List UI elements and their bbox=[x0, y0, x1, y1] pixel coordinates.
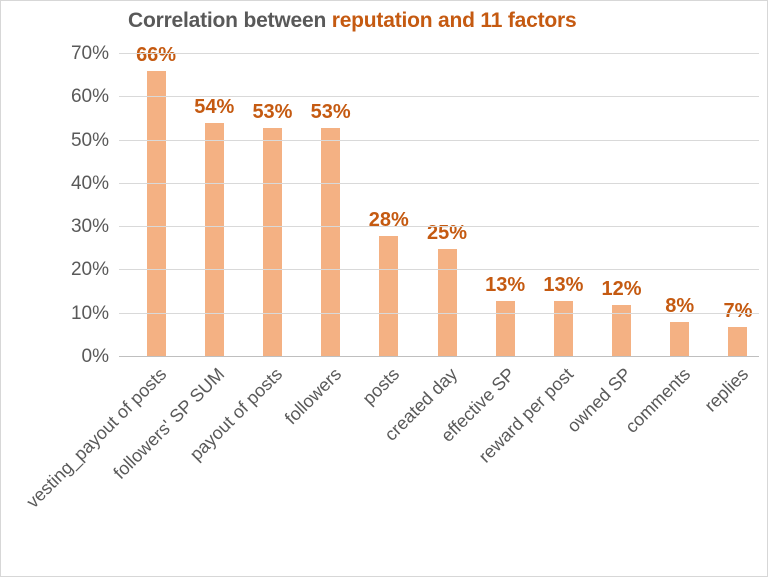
bar-value-label: 13% bbox=[485, 273, 526, 296]
bar-value-label: 53% bbox=[310, 100, 351, 123]
y-axis-tick-label: 70% bbox=[70, 43, 109, 64]
bar bbox=[321, 127, 341, 357]
bar bbox=[437, 248, 457, 357]
bar bbox=[612, 305, 632, 357]
bar bbox=[670, 322, 690, 357]
gridline bbox=[119, 53, 759, 54]
y-axis: 0% 10% 20% 30% 40% 50% 60% 70% bbox=[1, 43, 109, 367]
bar-value-label: 25% bbox=[426, 221, 468, 244]
y-axis-tick-label: 60% bbox=[70, 86, 109, 108]
gridline bbox=[119, 182, 759, 184]
chart-title-prefix: Correlation between bbox=[128, 9, 332, 32]
plot-area: 66% 54% 53% 53% 28% 25% 13% 13% 12% 8% 7% bbox=[119, 44, 759, 357]
gridline bbox=[119, 269, 759, 271]
bar-value-label: 12% bbox=[601, 278, 642, 301]
bar bbox=[262, 127, 282, 357]
chart-title-highlight: reputation and 11 factors bbox=[331, 9, 577, 32]
x-axis-label: replies bbox=[700, 364, 753, 416]
bar bbox=[379, 235, 399, 357]
y-axis-tick-label: 20% bbox=[70, 259, 109, 281]
gridline bbox=[119, 96, 759, 98]
y-axis-tick-label: 50% bbox=[70, 129, 109, 151]
y-axis-tick-label: 30% bbox=[70, 216, 109, 238]
y-axis-tick-label: 10% bbox=[70, 302, 109, 324]
gridline bbox=[119, 226, 759, 228]
bar-value-label: 53% bbox=[252, 100, 293, 123]
chart-title: Correlation between reputation and 11 fa… bbox=[128, 9, 577, 33]
gridline bbox=[119, 139, 759, 141]
x-axis-label: posts bbox=[358, 364, 403, 409]
bar-value-label: 8% bbox=[665, 295, 695, 318]
bar bbox=[204, 123, 224, 357]
gridline bbox=[119, 312, 759, 314]
bar-value-label: 28% bbox=[368, 208, 409, 231]
bar bbox=[146, 71, 166, 357]
x-axis-line bbox=[119, 356, 759, 357]
bar bbox=[553, 300, 573, 357]
x-axis: vesting_payout of posts followers' SP SUM… bbox=[22, 364, 767, 574]
y-axis-tick-label: 0% bbox=[81, 346, 109, 367]
y-axis-tick-label: 40% bbox=[70, 172, 109, 194]
x-axis-label: followers bbox=[280, 364, 345, 429]
bar-value-label: 7% bbox=[723, 299, 753, 322]
bars-layer: 66% 54% 53% 53% 28% 25% 13% 13% 12% 8% 7% bbox=[127, 44, 767, 357]
bar-value-label: 13% bbox=[543, 273, 584, 296]
bar bbox=[495, 300, 515, 357]
bar bbox=[728, 326, 748, 357]
bar-value-label: 66% bbox=[136, 44, 177, 67]
bar-value-label: 54% bbox=[194, 96, 235, 119]
